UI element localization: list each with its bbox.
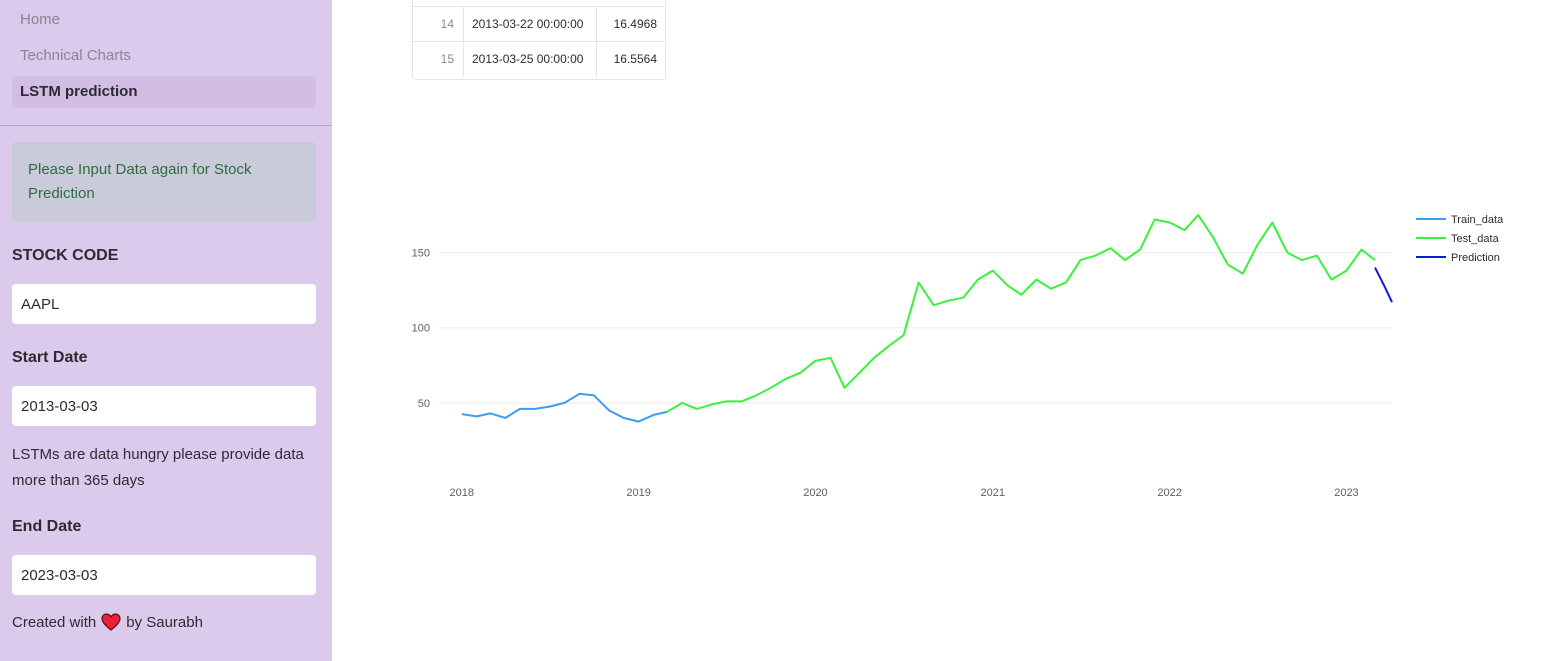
nav-item-lstm-prediction[interactable]: LSTM prediction	[12, 76, 316, 108]
row-index: 15	[413, 42, 464, 77]
footer-text-before: Created with	[12, 613, 97, 631]
data-hungry-note: LSTMs are data hungry please provide dat…	[12, 446, 304, 489]
x-tick-label: 2021	[981, 487, 1005, 499]
legend-label[interactable]: Train_data	[1451, 214, 1504, 226]
train-data-line	[461, 392, 668, 423]
row-value: 16.4968	[613, 17, 657, 31]
x-tick-label: 2019	[626, 487, 650, 499]
footer-credit: Created with by Saurabh	[12, 613, 203, 631]
nav-item-home[interactable]: Home	[20, 11, 61, 28]
test-data-line	[666, 214, 1376, 413]
table-row: 14 2013-03-22 00:00:00 16.4968	[413, 6, 665, 42]
heart-icon	[101, 613, 121, 631]
row-date: 2013-03-22 00:00:00	[464, 7, 597, 42]
end-date-label: End Date	[12, 518, 82, 535]
y-tick-label: 100	[412, 323, 430, 335]
stock-code-label: STOCK CODE	[12, 247, 119, 264]
start-date-label: Start Date	[12, 349, 88, 366]
price-chart: 50 100 150 2018 2019 2020 2021 2022 2023 Train_da…	[412, 214, 1504, 499]
y-tick-label: 150	[412, 248, 430, 260]
legend-label[interactable]: Test_data	[1451, 233, 1500, 245]
start-date-input[interactable]	[12, 386, 316, 426]
x-tick-label: 2022	[1157, 487, 1181, 499]
sidebar: Home Technical Charts LSTM prediction Pl…	[0, 0, 332, 661]
row-date: 2013-03-25 00:00:00	[464, 42, 597, 77]
table-row: 15 2013-03-25 00:00:00 16.5564	[413, 41, 665, 77]
end-date-input[interactable]	[12, 555, 316, 595]
x-tick-label: 2018	[450, 487, 474, 499]
nav-item-technical-charts[interactable]: Technical Charts	[20, 47, 131, 64]
row-index: 14	[413, 7, 464, 42]
info-alert: Please Input Data again for Stock Predic…	[12, 142, 316, 222]
y-tick-label: 50	[418, 398, 430, 410]
sidebar-divider	[0, 125, 332, 126]
data-table: 14 2013-03-22 00:00:00 16.4968 15 2013-0…	[412, 0, 666, 80]
row-value: 16.5564	[613, 52, 657, 66]
prediction-line	[1374, 267, 1393, 303]
x-tick-label: 2023	[1334, 487, 1358, 499]
x-tick-label: 2020	[803, 487, 827, 499]
footer-text-after: by Saurabh	[126, 613, 203, 631]
legend-label[interactable]: Prediction	[1451, 252, 1500, 264]
stock-code-input[interactable]	[12, 284, 316, 324]
